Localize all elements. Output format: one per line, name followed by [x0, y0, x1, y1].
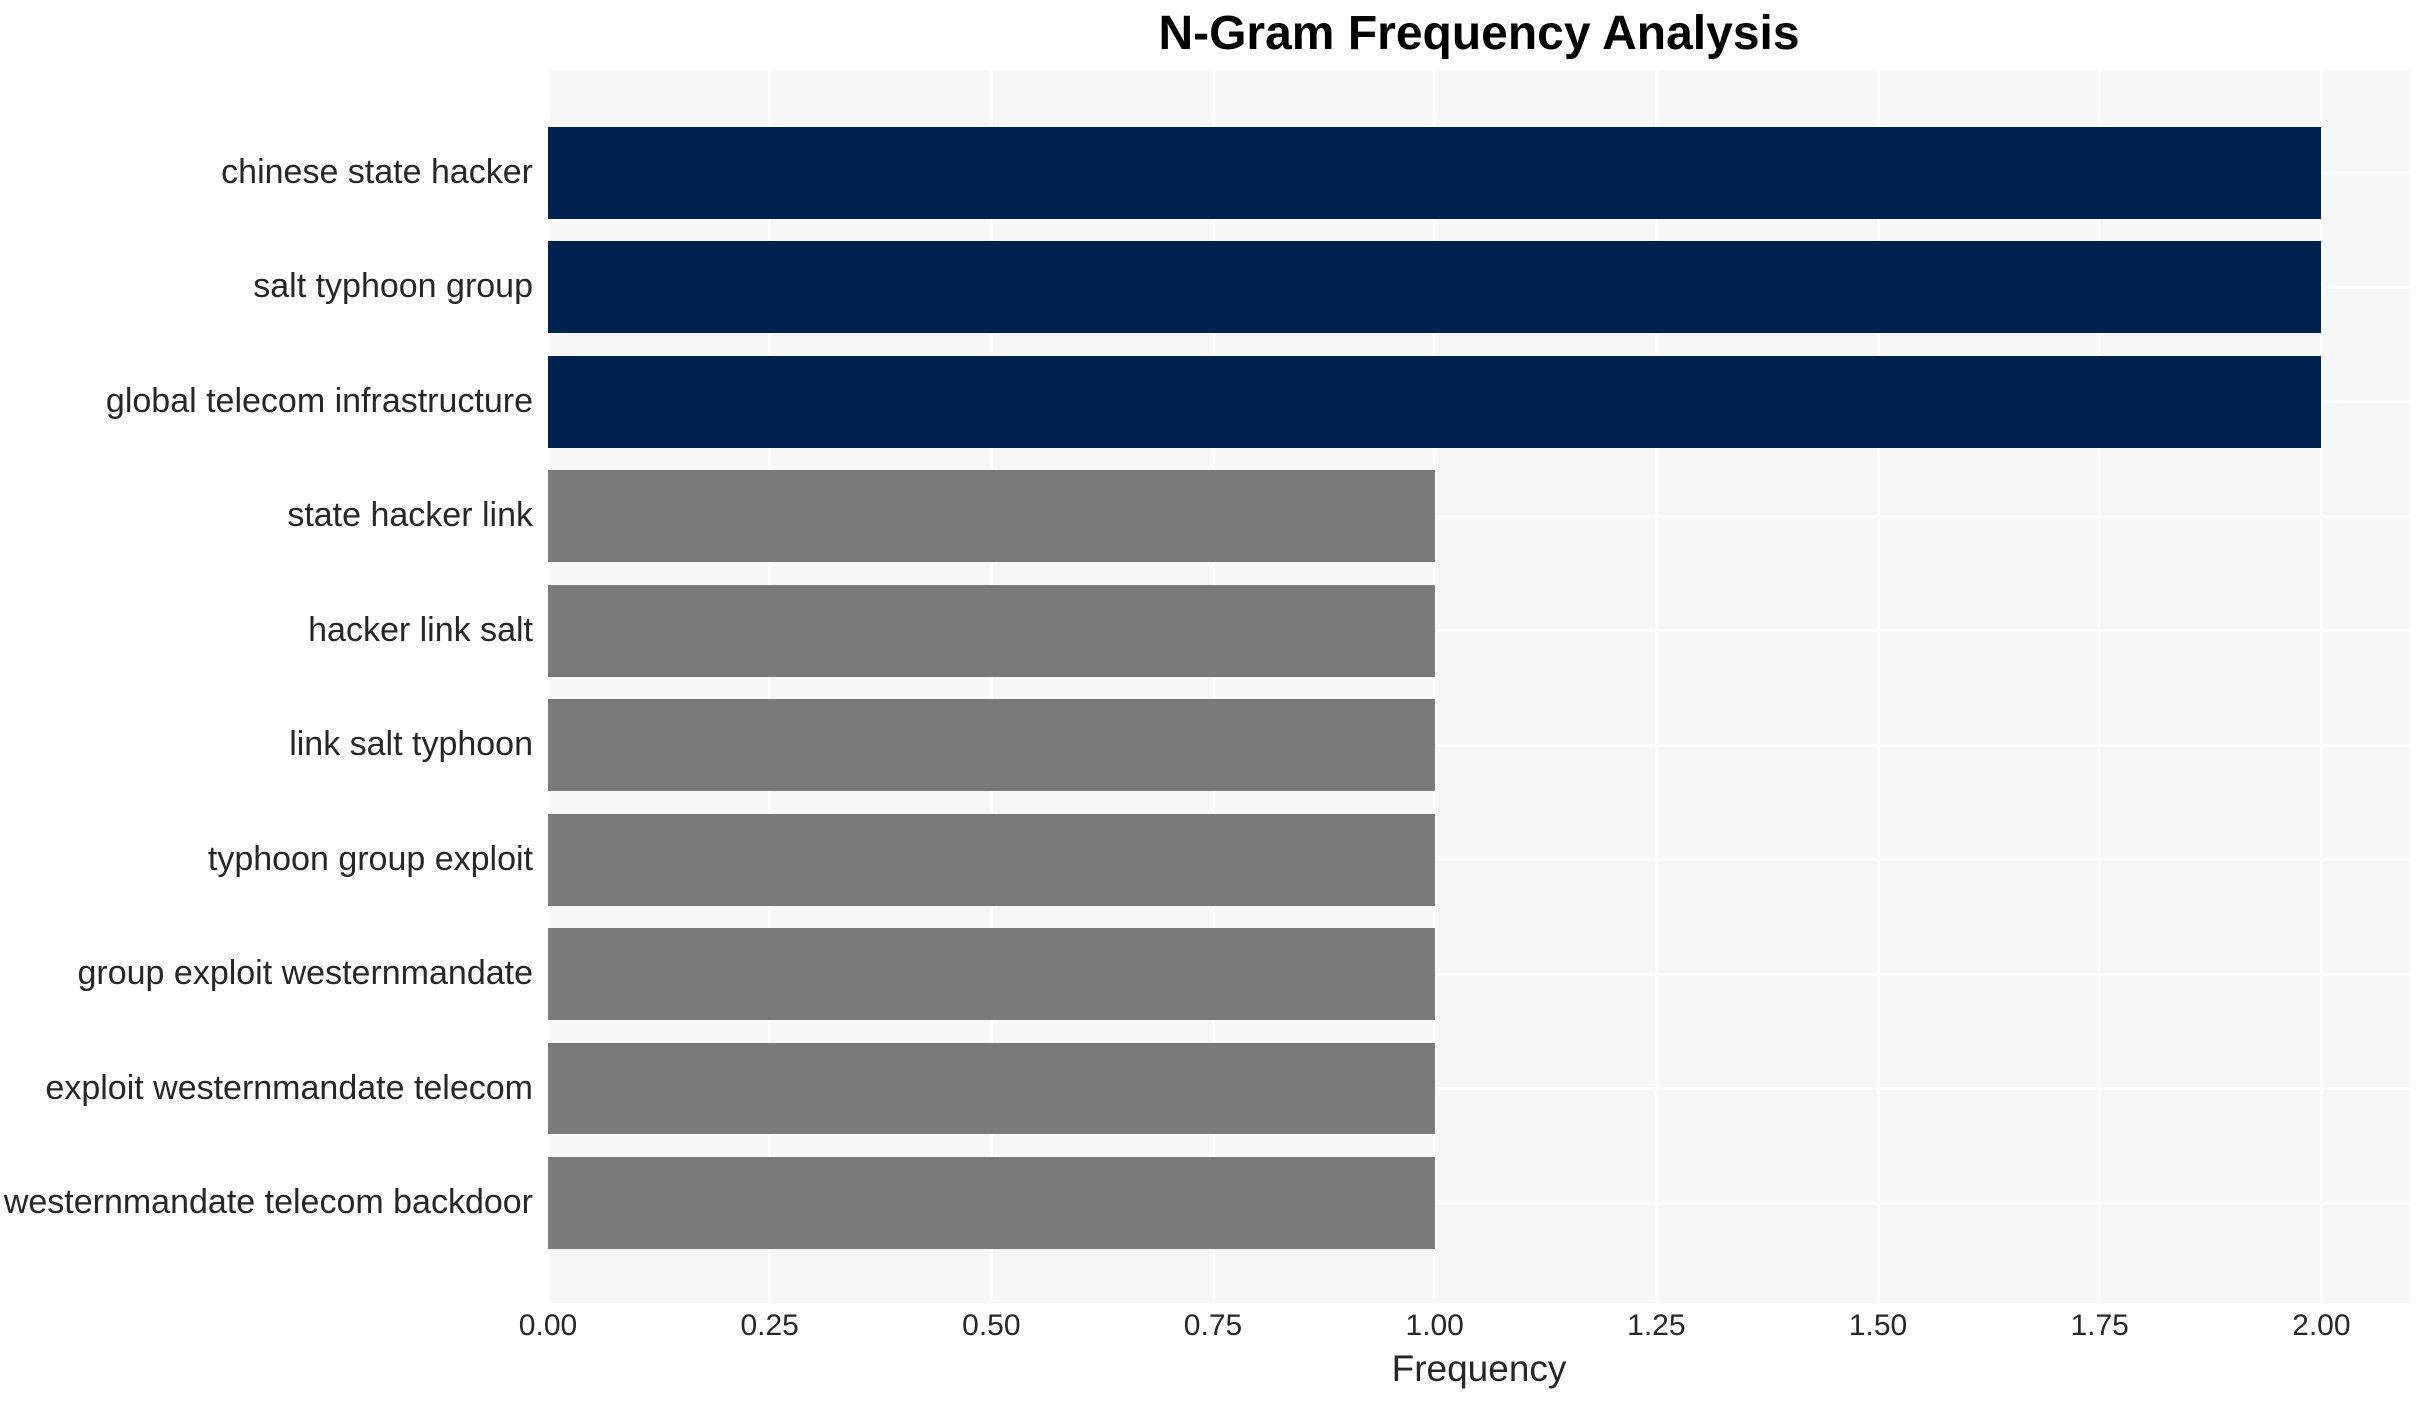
y-tick-label-6: typhoon group exploit — [207, 839, 533, 878]
bar-exploit-westernmandate-telecom — [548, 1042, 1435, 1135]
bar-salt-typhoon-group — [548, 241, 2322, 334]
x-gridline-0.75 — [1211, 71, 1215, 1303]
x-tick-label-0.75: 0.75 — [1183, 1309, 1243, 1342]
x-gridline-1.75 — [2098, 71, 2102, 1303]
y-tick-label-4: hacker link salt — [308, 610, 533, 649]
x-gridline-0.25 — [768, 71, 772, 1303]
bar-chinese-state-hacker — [548, 127, 2322, 219]
x-tick-label-1.50: 1.50 — [1848, 1309, 1908, 1342]
bar-westernmandate-telecom-backdoor — [548, 1157, 1435, 1249]
bar-global-telecom-infrastructure — [548, 355, 2322, 448]
bar-typhoon-group-exploit — [548, 813, 1435, 906]
y-gridline-4 — [548, 629, 2410, 633]
y-tick-label-8: exploit westernmandate telecom — [45, 1068, 533, 1107]
bar-hacker-link-salt — [548, 584, 1435, 677]
x-tick-label-0.00: 0.00 — [518, 1309, 578, 1342]
y-gridline-6 — [548, 858, 2410, 862]
x-gridline-1.50 — [1876, 71, 1880, 1303]
x-tick-label-1.00: 1.00 — [1405, 1309, 1464, 1342]
chart-title: N-Gram Frequency Analysis — [1158, 7, 1800, 60]
x-gridline-0.00 — [546, 71, 550, 1303]
x-axis-title: Frequency — [1391, 1348, 1567, 1389]
x-gridline-1.25 — [1654, 71, 1658, 1303]
x-gridline-2.00 — [2319, 71, 2323, 1303]
y-tick-label-3: state hacker link — [287, 496, 533, 535]
x-tick-label-0.25: 0.25 — [740, 1309, 799, 1342]
y-gridline-3 — [548, 514, 2410, 518]
y-tick-label-7: group exploit westernmandate — [77, 954, 534, 993]
x-gridline-1.00 — [1433, 71, 1437, 1303]
x-gridline-0.50 — [989, 71, 993, 1303]
x-tick-label-2.00: 2.00 — [2292, 1309, 2351, 1342]
y-tick-label-2: global telecom infrastructure — [105, 381, 533, 420]
y-gridline-8 — [548, 1087, 2410, 1091]
x-tick-label-1.75: 1.75 — [2070, 1309, 2129, 1342]
y-gridline-9 — [548, 1201, 2410, 1205]
x-tick-label-0.50: 0.50 — [962, 1309, 1021, 1342]
y-gridline-7 — [548, 972, 2410, 976]
bar-link-salt-typhoon — [548, 699, 1435, 792]
x-tick-label-1.25: 1.25 — [1627, 1309, 1686, 1342]
plot-area — [546, 71, 2410, 1303]
y-tick-label-5: link salt typhoon — [289, 725, 533, 764]
y-tick-label-0: chinese state hacker — [221, 152, 533, 191]
y-tick-label-1: salt typhoon group — [253, 267, 533, 306]
bar-group-exploit-westernmandate — [548, 928, 1435, 1020]
y-gridline-5 — [548, 743, 2410, 747]
y-tick-label-9: westernmandate telecom backdoor — [3, 1183, 533, 1222]
bar-state-hacker-link — [548, 470, 1435, 563]
